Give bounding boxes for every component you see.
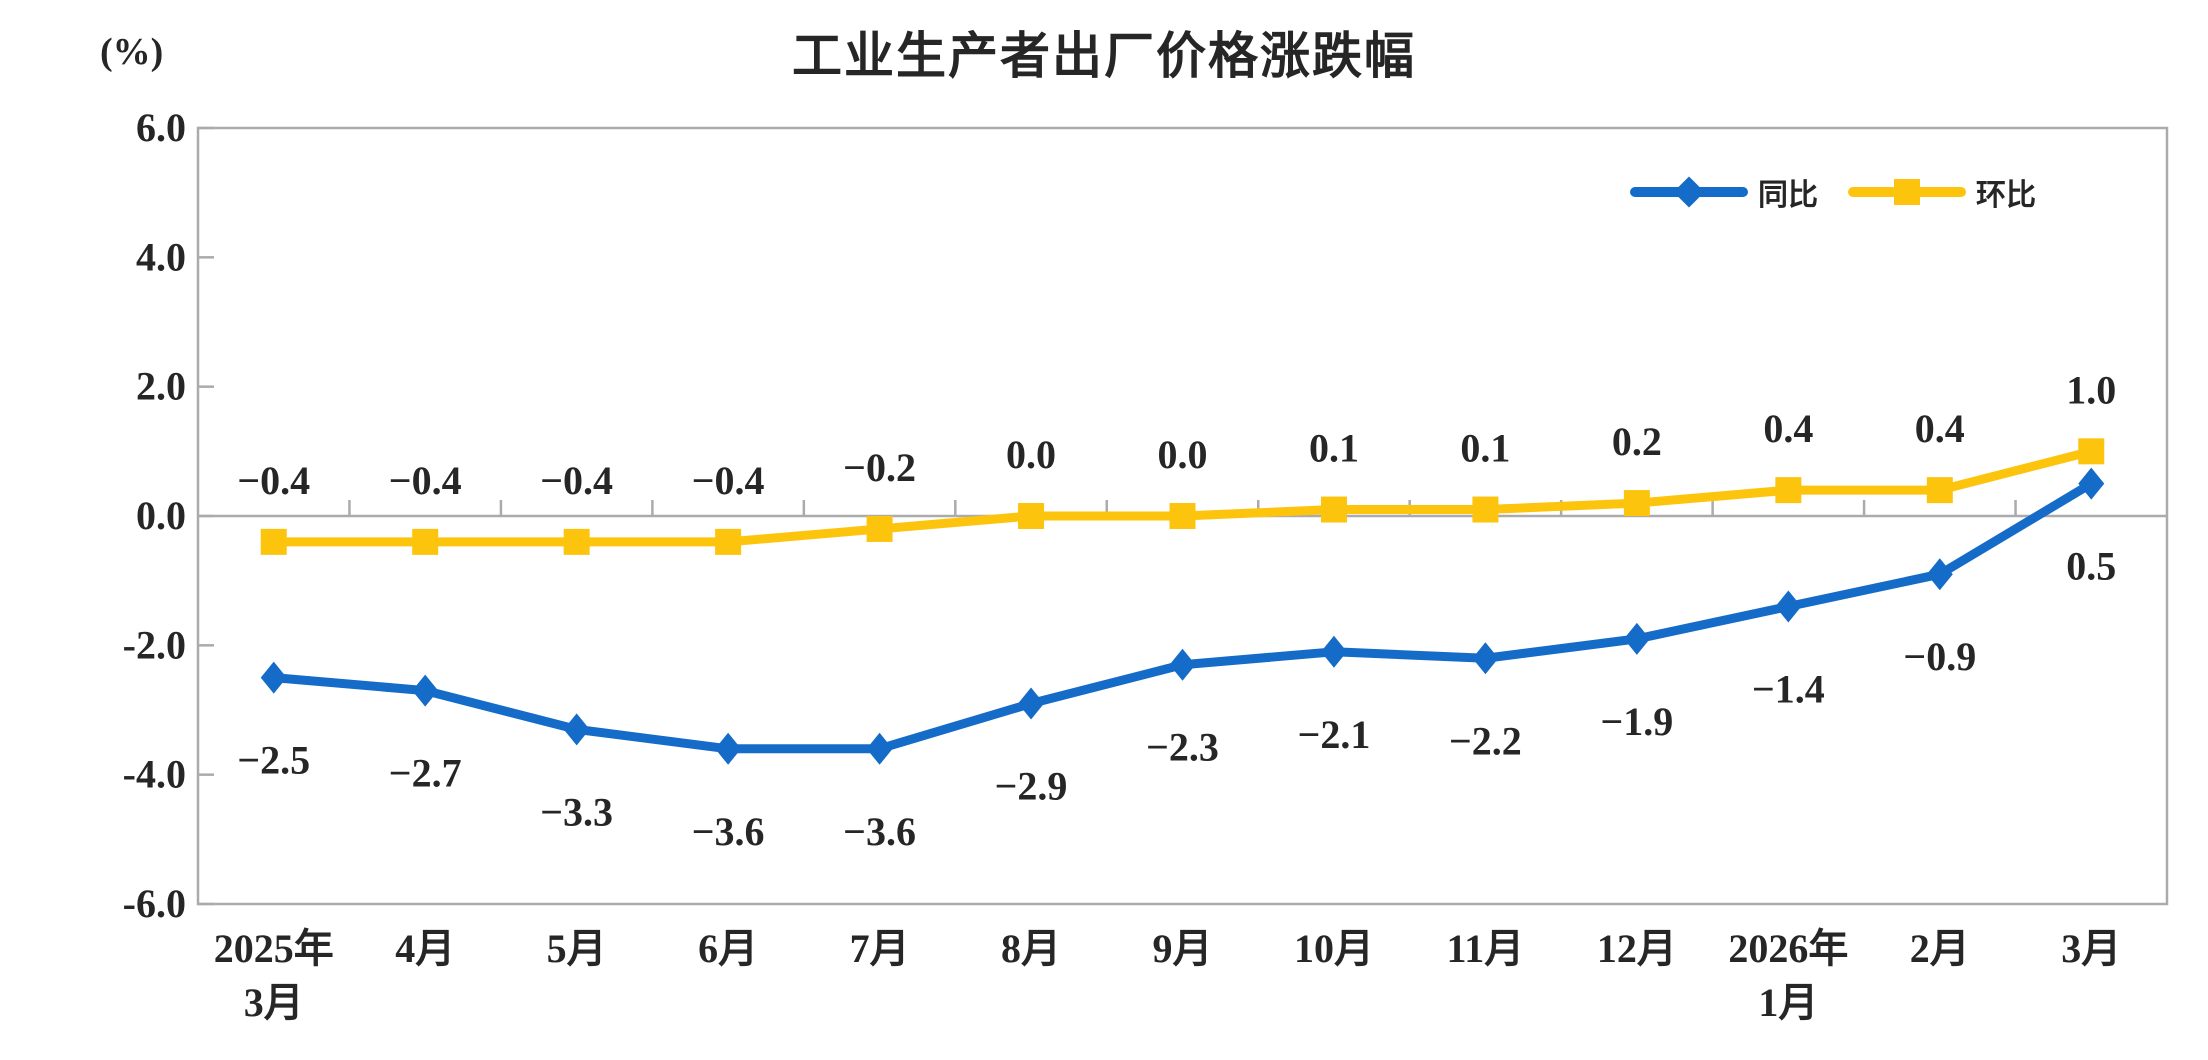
legend: 同比 环比 bbox=[1630, 170, 2036, 214]
legend-label-mom: 环比 bbox=[1976, 179, 2036, 212]
square-marker-icon bbox=[1472, 496, 1499, 523]
data-label: −0.9 bbox=[1903, 634, 1976, 679]
diamond-marker-icon bbox=[715, 732, 742, 765]
data-label: −1.9 bbox=[1600, 699, 1673, 744]
diamond-marker-icon bbox=[412, 674, 439, 707]
diamond-marker-icon bbox=[1926, 558, 1953, 591]
data-label: −2.7 bbox=[389, 751, 462, 796]
x-axis-label: 11月 bbox=[1447, 926, 1525, 971]
y-axis-tick-label: -4.0 bbox=[123, 752, 186, 797]
y-axis-tick-label: -2.0 bbox=[123, 622, 186, 667]
diamond-marker-icon bbox=[1472, 642, 1499, 675]
data-label: −1.4 bbox=[1752, 667, 1825, 712]
data-label: −2.1 bbox=[1298, 712, 1371, 757]
diamond-marker-icon bbox=[1673, 176, 1705, 208]
x-axis-label: 1月 bbox=[1758, 980, 1818, 1025]
legend-item-mom: 环比 bbox=[1848, 170, 2036, 214]
x-axis-label: 7月 bbox=[850, 926, 910, 971]
square-marker-icon bbox=[1018, 503, 1045, 529]
data-label: −0.4 bbox=[540, 458, 613, 503]
y-axis-tick-label: 0.0 bbox=[136, 493, 186, 538]
y-axis-tick-label: 4.0 bbox=[136, 234, 186, 279]
diamond-marker-icon bbox=[1320, 635, 1347, 668]
square-marker-icon bbox=[260, 528, 287, 555]
square-marker-icon bbox=[866, 515, 893, 542]
diamond-marker-icon bbox=[1623, 622, 1650, 655]
data-label: 0.4 bbox=[1763, 406, 1813, 451]
x-axis-label: 2月 bbox=[1910, 926, 1970, 971]
legend-item-yoy: 同比 bbox=[1630, 170, 1818, 214]
data-label: 0.2 bbox=[1612, 419, 1662, 464]
data-label: −2.5 bbox=[237, 738, 310, 783]
square-marker-icon bbox=[563, 528, 590, 555]
data-label: −0.2 bbox=[843, 445, 916, 490]
diamond-marker-icon bbox=[866, 732, 893, 765]
y-axis-tick-label: 6.0 bbox=[136, 105, 186, 150]
x-axis-label: 9月 bbox=[1153, 926, 1213, 971]
data-label: −2.9 bbox=[995, 764, 1068, 809]
square-marker-icon bbox=[1775, 477, 1802, 504]
legend-label-yoy: 同比 bbox=[1758, 179, 1818, 212]
y-axis-tick-label: 2.0 bbox=[136, 364, 186, 409]
x-axis-label: 3月 bbox=[244, 980, 304, 1025]
data-label: −3.6 bbox=[843, 809, 916, 854]
x-axis-label: 2025年 bbox=[214, 926, 334, 971]
data-label: 0.0 bbox=[1158, 432, 1208, 477]
y-axis-unit-label: (%) bbox=[100, 31, 164, 73]
x-axis-label: 4月 bbox=[395, 926, 455, 971]
data-label: 1.0 bbox=[2066, 367, 2116, 412]
data-label: −0.4 bbox=[389, 458, 462, 503]
x-axis-label: 5月 bbox=[547, 926, 607, 971]
square-marker-icon bbox=[1926, 477, 1953, 504]
square-marker-icon bbox=[1169, 503, 1196, 529]
square-marker-icon bbox=[715, 528, 742, 555]
x-axis-label: 6月 bbox=[698, 926, 758, 971]
mom-line-swatch bbox=[1848, 175, 1966, 209]
data-label: −0.4 bbox=[237, 458, 310, 503]
data-label: −0.4 bbox=[692, 458, 765, 503]
x-axis-label: 12月 bbox=[1597, 926, 1677, 971]
diamond-marker-icon bbox=[1169, 648, 1196, 681]
square-marker-icon bbox=[1623, 490, 1650, 517]
square-marker-icon bbox=[412, 528, 439, 555]
data-label: 0.5 bbox=[2066, 544, 2116, 589]
data-label: 0.1 bbox=[1460, 426, 1510, 471]
yoy-line-swatch bbox=[1630, 175, 1748, 209]
diamond-marker-icon bbox=[2078, 467, 2105, 500]
square-marker-icon bbox=[1320, 496, 1347, 523]
data-label: −2.2 bbox=[1449, 718, 1522, 763]
chart-title: 工业生产者出厂价格涨跌幅 bbox=[792, 28, 1416, 84]
y-axis-tick-label: -6.0 bbox=[123, 881, 186, 926]
x-axis-label: 3月 bbox=[2061, 926, 2121, 971]
diamond-marker-icon bbox=[1018, 687, 1045, 720]
diamond-marker-icon bbox=[260, 661, 287, 694]
data-label: −3.3 bbox=[540, 789, 613, 834]
data-label: −2.3 bbox=[1146, 725, 1219, 770]
x-axis-label: 10月 bbox=[1294, 926, 1374, 971]
x-axis-label: 8月 bbox=[1001, 926, 1061, 971]
data-label: 0.0 bbox=[1006, 432, 1056, 477]
x-axis-label: 2026年 bbox=[1728, 926, 1848, 971]
data-label: −3.6 bbox=[692, 809, 765, 854]
diamond-marker-icon bbox=[563, 713, 590, 746]
diamond-marker-icon bbox=[1775, 590, 1802, 623]
square-marker-icon bbox=[2078, 438, 2105, 465]
square-marker-icon bbox=[1894, 179, 1920, 205]
data-label: 0.4 bbox=[1915, 406, 1965, 451]
data-label: 0.1 bbox=[1309, 426, 1359, 471]
